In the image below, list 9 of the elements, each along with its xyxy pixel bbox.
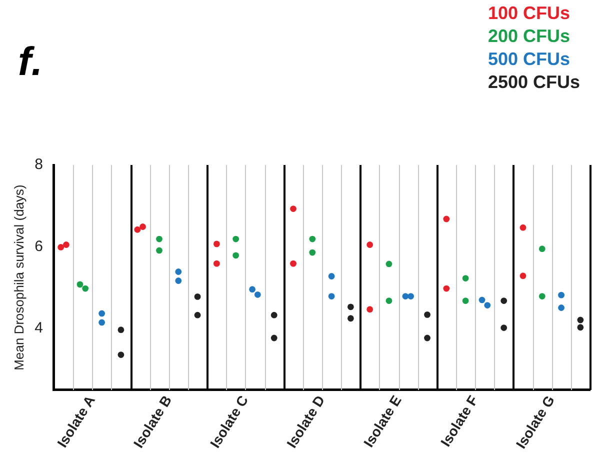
chart-title: f. xyxy=(18,40,42,85)
text: 100 CFUs xyxy=(488,2,571,25)
y-tick-label: 4 xyxy=(34,320,43,337)
y-tick-label: 6 xyxy=(34,238,43,255)
text: 500 CFUs xyxy=(488,48,571,71)
text: 2500 CFUs xyxy=(488,71,580,94)
text: 200 CFUs xyxy=(488,25,571,48)
y-tick-label: 8 xyxy=(34,156,43,174)
y-axis-title: Mean Drosophila survival (days) xyxy=(11,184,26,370)
